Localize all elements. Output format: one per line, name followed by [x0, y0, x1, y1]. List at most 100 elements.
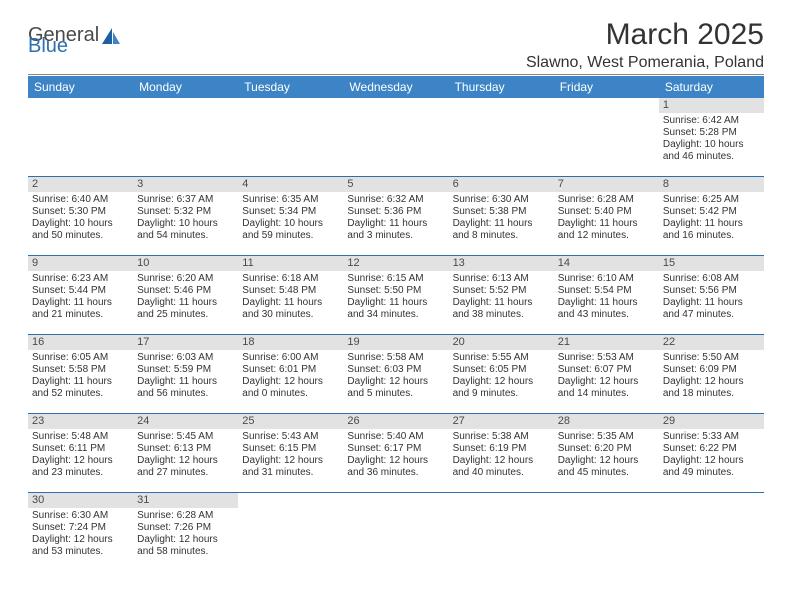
daylight-text: Daylight: 12 hours and 36 minutes.	[347, 455, 444, 479]
calendar-cell: 31Sunrise: 6:28 AMSunset: 7:26 PMDayligh…	[133, 493, 238, 572]
calendar-cell	[343, 493, 448, 572]
sunset-text: Sunset: 7:26 PM	[137, 522, 234, 534]
day-details: Sunrise: 6:40 AMSunset: 5:30 PMDaylight:…	[28, 192, 133, 244]
day-details: Sunrise: 5:48 AMSunset: 6:11 PMDaylight:…	[28, 429, 133, 481]
sunrise-text: Sunrise: 6:10 AM	[558, 273, 655, 285]
sunset-text: Sunset: 5:38 PM	[453, 206, 550, 218]
day-details: Sunrise: 6:28 AMSunset: 7:26 PMDaylight:…	[133, 508, 238, 560]
day-number: 1	[659, 98, 764, 113]
sunrise-text: Sunrise: 5:48 AM	[32, 431, 129, 443]
daylight-text: Daylight: 12 hours and 23 minutes.	[32, 455, 129, 479]
day-details: Sunrise: 5:58 AMSunset: 6:03 PMDaylight:…	[343, 350, 448, 402]
calendar-cell	[554, 98, 659, 177]
daylight-text: Daylight: 11 hours and 43 minutes.	[558, 297, 655, 321]
day-number	[449, 98, 554, 113]
day-number	[554, 98, 659, 113]
day-number: 6	[449, 177, 554, 192]
weekday-header-row: Sunday Monday Tuesday Wednesday Thursday…	[28, 76, 764, 98]
day-details: Sunrise: 5:33 AMSunset: 6:22 PMDaylight:…	[659, 429, 764, 481]
calendar-cell: 14Sunrise: 6:10 AMSunset: 5:54 PMDayligh…	[554, 256, 659, 335]
logo-text-blue: Blue	[28, 35, 764, 58]
day-number: 31	[133, 493, 238, 508]
sunrise-text: Sunrise: 5:35 AM	[558, 431, 655, 443]
weekday-thu: Thursday	[449, 76, 554, 98]
daylight-text: Daylight: 12 hours and 45 minutes.	[558, 455, 655, 479]
sunset-text: Sunset: 6:20 PM	[558, 443, 655, 455]
calendar-cell: 26Sunrise: 5:40 AMSunset: 6:17 PMDayligh…	[343, 414, 448, 493]
day-number: 14	[554, 256, 659, 271]
calendar-cell: 4Sunrise: 6:35 AMSunset: 5:34 PMDaylight…	[238, 177, 343, 256]
daylight-text: Daylight: 11 hours and 3 minutes.	[347, 218, 444, 242]
weekday-wed: Wednesday	[343, 76, 448, 98]
weekday-fri: Friday	[554, 76, 659, 98]
day-number	[343, 98, 448, 113]
calendar-cell: 5Sunrise: 6:32 AMSunset: 5:36 PMDaylight…	[343, 177, 448, 256]
sunset-text: Sunset: 5:42 PM	[663, 206, 760, 218]
sunset-text: Sunset: 6:03 PM	[347, 364, 444, 376]
sunrise-text: Sunrise: 6:05 AM	[32, 352, 129, 364]
day-number: 8	[659, 177, 764, 192]
calendar-week-row: 23Sunrise: 5:48 AMSunset: 6:11 PMDayligh…	[28, 414, 764, 493]
sunset-text: Sunset: 5:52 PM	[453, 285, 550, 297]
day-number: 25	[238, 414, 343, 429]
calendar-cell: 8Sunrise: 6:25 AMSunset: 5:42 PMDaylight…	[659, 177, 764, 256]
daylight-text: Daylight: 12 hours and 0 minutes.	[242, 376, 339, 400]
sunset-text: Sunset: 6:13 PM	[137, 443, 234, 455]
sunrise-text: Sunrise: 6:28 AM	[137, 510, 234, 522]
day-number: 7	[554, 177, 659, 192]
day-details: Sunrise: 5:45 AMSunset: 6:13 PMDaylight:…	[133, 429, 238, 481]
day-details: Sunrise: 6:32 AMSunset: 5:36 PMDaylight:…	[343, 192, 448, 244]
calendar-week-row: 9Sunrise: 6:23 AMSunset: 5:44 PMDaylight…	[28, 256, 764, 335]
day-details: Sunrise: 6:03 AMSunset: 5:59 PMDaylight:…	[133, 350, 238, 402]
sunset-text: Sunset: 5:34 PM	[242, 206, 339, 218]
sunrise-text: Sunrise: 6:35 AM	[242, 194, 339, 206]
day-number: 3	[133, 177, 238, 192]
calendar-cell: 19Sunrise: 5:58 AMSunset: 6:03 PMDayligh…	[343, 335, 448, 414]
calendar-cell: 22Sunrise: 5:50 AMSunset: 6:09 PMDayligh…	[659, 335, 764, 414]
day-details: Sunrise: 6:35 AMSunset: 5:34 PMDaylight:…	[238, 192, 343, 244]
day-number: 12	[343, 256, 448, 271]
calendar-cell: 30Sunrise: 6:30 AMSunset: 7:24 PMDayligh…	[28, 493, 133, 572]
sunrise-text: Sunrise: 5:50 AM	[663, 352, 760, 364]
daylight-text: Daylight: 10 hours and 46 minutes.	[663, 139, 760, 163]
day-number: 4	[238, 177, 343, 192]
daylight-text: Daylight: 11 hours and 30 minutes.	[242, 297, 339, 321]
sunset-text: Sunset: 6:17 PM	[347, 443, 444, 455]
day-number: 17	[133, 335, 238, 350]
calendar-cell: 3Sunrise: 6:37 AMSunset: 5:32 PMDaylight…	[133, 177, 238, 256]
day-number	[343, 493, 448, 508]
day-number: 28	[554, 414, 659, 429]
day-number: 10	[133, 256, 238, 271]
sunrise-text: Sunrise: 5:58 AM	[347, 352, 444, 364]
sunrise-text: Sunrise: 6:30 AM	[32, 510, 129, 522]
day-number	[449, 493, 554, 508]
daylight-text: Daylight: 12 hours and 9 minutes.	[453, 376, 550, 400]
day-number: 18	[238, 335, 343, 350]
calendar-cell: 20Sunrise: 5:55 AMSunset: 6:05 PMDayligh…	[449, 335, 554, 414]
day-details: Sunrise: 5:50 AMSunset: 6:09 PMDaylight:…	[659, 350, 764, 402]
sunset-text: Sunset: 5:59 PM	[137, 364, 234, 376]
sunrise-text: Sunrise: 5:55 AM	[453, 352, 550, 364]
sunrise-text: Sunrise: 6:30 AM	[453, 194, 550, 206]
sunrise-text: Sunrise: 6:40 AM	[32, 194, 129, 206]
sunset-text: Sunset: 5:48 PM	[242, 285, 339, 297]
day-details: Sunrise: 5:40 AMSunset: 6:17 PMDaylight:…	[343, 429, 448, 481]
day-number: 15	[659, 256, 764, 271]
sunset-text: Sunset: 5:56 PM	[663, 285, 760, 297]
sunrise-text: Sunrise: 6:13 AM	[453, 273, 550, 285]
day-number: 24	[133, 414, 238, 429]
calendar-table: Sunday Monday Tuesday Wednesday Thursday…	[28, 76, 764, 571]
sunset-text: Sunset: 6:07 PM	[558, 364, 655, 376]
calendar-cell: 16Sunrise: 6:05 AMSunset: 5:58 PMDayligh…	[28, 335, 133, 414]
day-details: Sunrise: 5:53 AMSunset: 6:07 PMDaylight:…	[554, 350, 659, 402]
daylight-text: Daylight: 11 hours and 34 minutes.	[347, 297, 444, 321]
day-details: Sunrise: 6:30 AMSunset: 7:24 PMDaylight:…	[28, 508, 133, 560]
day-details: Sunrise: 6:00 AMSunset: 6:01 PMDaylight:…	[238, 350, 343, 402]
daylight-text: Daylight: 12 hours and 58 minutes.	[137, 534, 234, 558]
day-details: Sunrise: 6:42 AMSunset: 5:28 PMDaylight:…	[659, 113, 764, 165]
daylight-text: Daylight: 12 hours and 49 minutes.	[663, 455, 760, 479]
sunset-text: Sunset: 5:28 PM	[663, 127, 760, 139]
daylight-text: Daylight: 12 hours and 18 minutes.	[663, 376, 760, 400]
sunset-text: Sunset: 6:11 PM	[32, 443, 129, 455]
sunrise-text: Sunrise: 6:25 AM	[663, 194, 760, 206]
